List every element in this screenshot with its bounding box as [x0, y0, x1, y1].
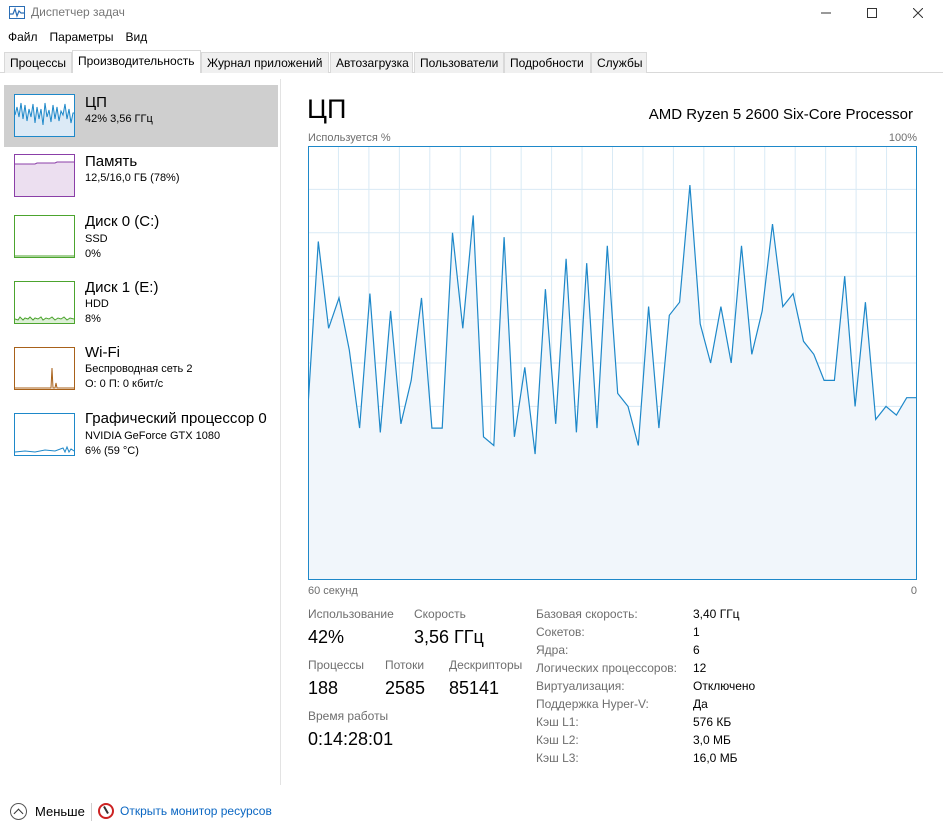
sidebar-disk1-value: 8%	[85, 313, 101, 325]
threads-label: Потоки	[385, 658, 425, 672]
sidebar-cpu-title: ЦП	[85, 94, 107, 111]
spec-label-sockets: Сокетов:	[536, 625, 585, 639]
handles-value: 85141	[449, 678, 500, 698]
spec-value-l2: 3,0 МБ	[693, 733, 731, 747]
resource-monitor-icon[interactable]	[98, 803, 114, 819]
maximize-icon[interactable]	[849, 0, 895, 26]
spec-label-logical: Логических процессоров:	[536, 661, 677, 675]
footer-bar: Меньше Открыть монитор ресурсов	[0, 800, 943, 824]
menu-file[interactable]: Файл	[8, 30, 38, 44]
sidebar-item-gpu[interactable]: Графический процессор 0 NVIDIA GeForce G…	[4, 406, 278, 468]
sidebar-disk1-type: HDD	[85, 298, 109, 310]
cpu-usage-line	[308, 185, 917, 455]
chevron-up-icon[interactable]	[10, 803, 27, 820]
cpu-usage-graph	[308, 146, 917, 580]
processes-label: Процессы	[308, 658, 365, 672]
disk1-thumbnail	[14, 281, 75, 324]
sidebar-wifi-value: О: 0 П: 0 кбит/с	[85, 378, 164, 390]
page-title: ЦП	[307, 94, 347, 124]
cpu-thumbnail	[14, 94, 75, 137]
speed-value: 3,56 ГГц	[414, 627, 484, 647]
usage-value: 42%	[308, 627, 345, 647]
processes-value: 188	[308, 678, 339, 698]
spec-label-base-speed: Базовая скорость:	[536, 607, 638, 621]
menu-view[interactable]: Вид	[125, 30, 148, 44]
minimize-icon[interactable]	[803, 0, 849, 26]
processor-name: AMD Ryzen 5 2600 Six-Core Processor	[648, 106, 913, 123]
tab-details[interactable]: Подробности	[504, 52, 591, 73]
spec-value-virtualization: Отключено	[693, 679, 756, 693]
spec-label-l3: Кэш L3:	[536, 751, 579, 765]
sidebar-gpu-value: 6% (59 °C)	[85, 445, 139, 457]
threads-value: 2585	[385, 678, 426, 698]
spec-label-cores: Ядра:	[536, 643, 569, 657]
usage-label: Использование	[308, 607, 394, 621]
sidebar-item-wifi[interactable]: Wi-Fi Беспроводная сеть 2 О: 0 П: 0 кбит…	[4, 340, 278, 402]
sidebar-item-disk1[interactable]: Диск 1 (E:) HDD 8%	[4, 273, 278, 335]
sidebar-cpu-value: 42% 3,56 ГГц	[85, 113, 153, 125]
wifi-thumbnail	[14, 347, 75, 390]
sidebar-memory-value: 12,5/16,0 ГБ (78%)	[85, 172, 180, 184]
spec-label-hyperv: Поддержка Hyper-V:	[536, 697, 649, 711]
spec-value-logical: 12	[693, 661, 707, 675]
spec-value-l1: 576 КБ	[693, 715, 732, 729]
sidebar-wifi-adapter: Беспроводная сеть 2	[85, 363, 193, 375]
handles-label: Дескрипторы	[449, 658, 523, 672]
spec-value-base-speed: 3,40 ГГц	[693, 607, 740, 621]
close-icon[interactable]	[895, 0, 941, 26]
tab-startup[interactable]: Автозагрузка	[330, 52, 413, 73]
spec-label-virtualization: Виртуализация:	[536, 679, 625, 693]
uptime-value: 0:14:28:01	[308, 729, 394, 749]
sidebar-memory-title: Память	[85, 153, 138, 170]
sidebar-wifi-title: Wi-Fi	[85, 344, 120, 361]
sidebar-disk1-title: Диск 1 (E:)	[85, 279, 159, 296]
spec-label-l2: Кэш L2:	[536, 733, 579, 747]
menu-options[interactable]: Параметры	[49, 30, 114, 44]
tab-users[interactable]: Пользователи	[414, 52, 504, 73]
spec-value-l3: 16,0 МБ	[693, 751, 738, 765]
tab-app-history[interactable]: Журнал приложений	[201, 52, 329, 73]
sidebar-item-memory[interactable]: Память 12,5/16,0 ГБ (78%)	[4, 147, 278, 209]
open-resource-monitor-link[interactable]: Открыть монитор ресурсов	[120, 804, 272, 818]
sidebar-gpu-model: NVIDIA GeForce GTX 1080	[85, 430, 221, 442]
tab-performance[interactable]: Производительность	[72, 50, 201, 73]
footer-divider	[91, 803, 92, 821]
spec-value-hyperv: Да	[693, 697, 708, 711]
task-manager-icon	[9, 6, 25, 19]
uptime-label: Время работы	[308, 709, 389, 723]
graph-label-usage: Используется %	[308, 132, 391, 144]
sidebar-disk0-value: 0%	[85, 248, 101, 260]
memory-thumbnail	[14, 154, 75, 197]
gpu-thumbnail	[14, 413, 75, 456]
sidebar-gpu-title: Графический процессор 0	[85, 410, 267, 427]
sidebar-disk0-type: SSD	[85, 233, 108, 245]
speed-label: Скорость	[414, 607, 466, 621]
graph-axis-zero: 0	[910, 585, 917, 597]
sidebar-item-disk0[interactable]: Диск 0 (C:) SSD 0%	[4, 207, 278, 269]
resource-sidebar: ЦП 42% 3,56 ГГц Память 12,5/16,0 ГБ (78%…	[0, 79, 281, 785]
sidebar-item-cpu[interactable]: ЦП 42% 3,56 ГГц	[4, 85, 278, 147]
tab-services[interactable]: Службы	[591, 52, 647, 73]
spec-label-l1: Кэш L1:	[536, 715, 579, 729]
tab-bar: Процессы Производительность Журнал прило…	[0, 50, 943, 73]
fewer-details-button[interactable]: Меньше	[35, 804, 85, 819]
graph-axis-time: 60 секунд	[308, 585, 358, 597]
title-bar: Диспетчер задач	[0, 0, 943, 26]
menu-bar: Файл Параметры Вид	[0, 28, 151, 48]
spec-value-sockets: 1	[693, 625, 700, 639]
chart-border	[308, 146, 917, 580]
cpu-usage-area	[308, 185, 917, 580]
sidebar-disk0-title: Диск 0 (C:)	[85, 213, 160, 230]
disk0-thumbnail	[14, 215, 75, 258]
window-title: Диспетчер задач	[31, 5, 125, 19]
graph-label-max: 100%	[888, 132, 917, 144]
tab-processes[interactable]: Процессы	[4, 52, 72, 73]
cpu-usage-chart	[308, 146, 917, 580]
spec-value-cores: 6	[693, 643, 700, 657]
